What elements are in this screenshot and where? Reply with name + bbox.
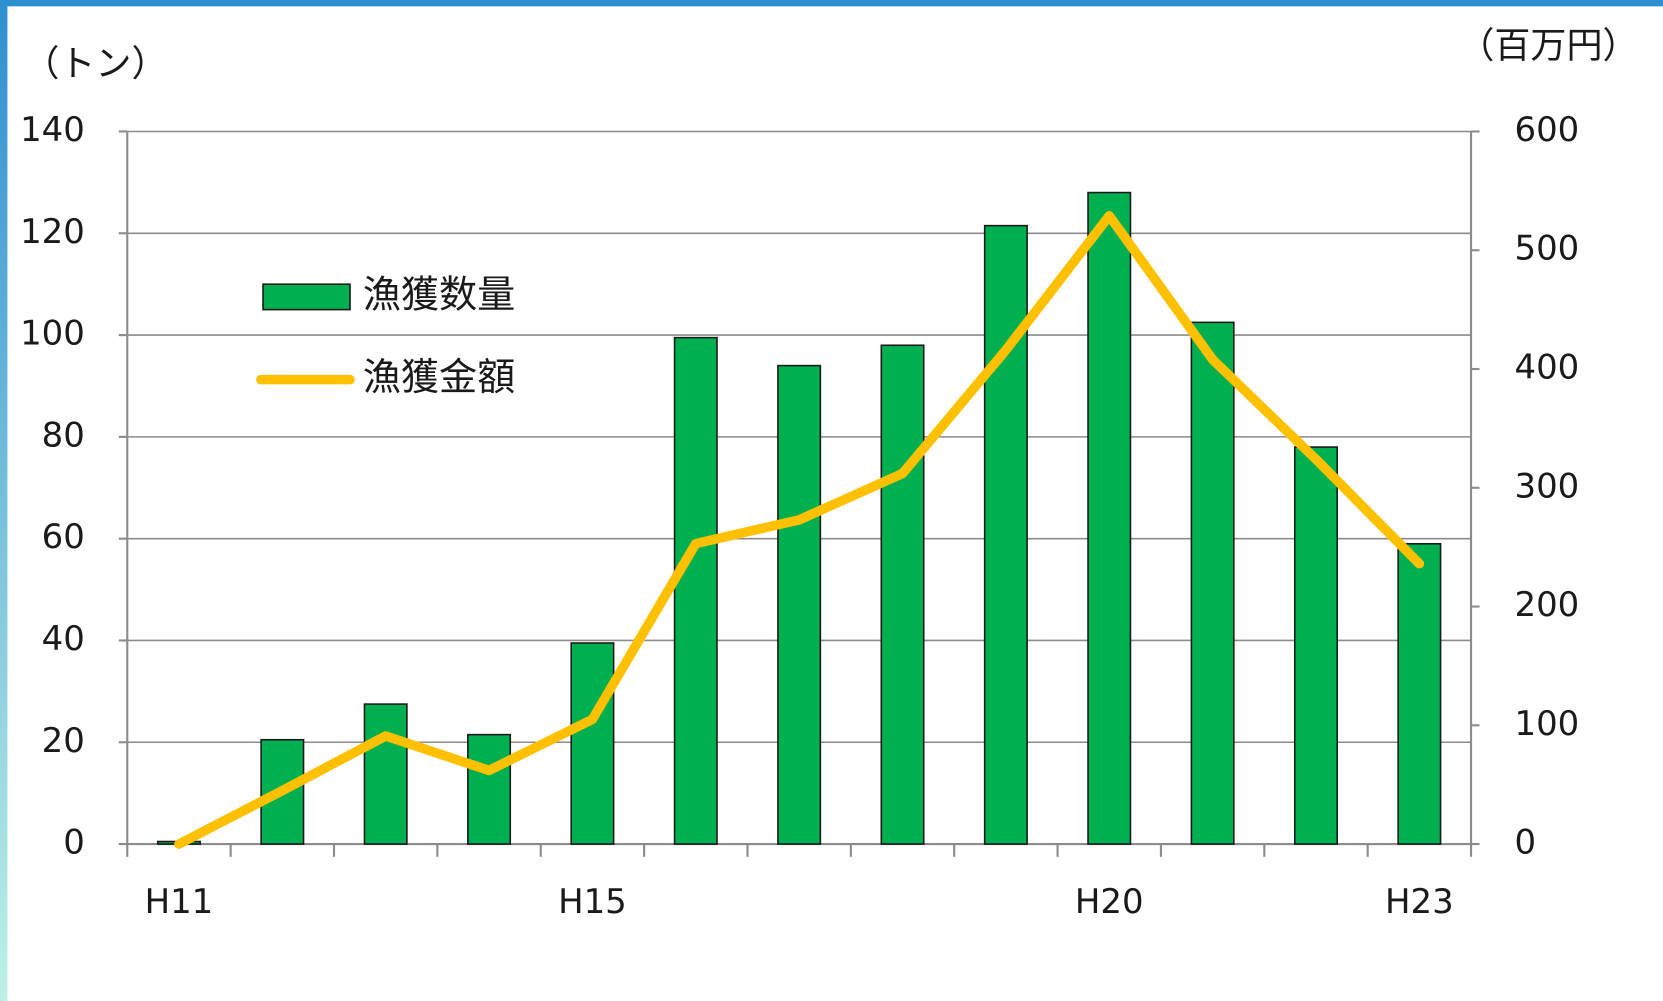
frame-left <box>0 0 8 1001</box>
y2-tick-label: 100 <box>1515 705 1580 744</box>
y-tick-label: 140 <box>20 111 85 150</box>
bar <box>1087 191 1132 845</box>
x-tick-label: H23 <box>1385 883 1454 922</box>
y2-tick-label: 400 <box>1515 349 1580 388</box>
bar <box>673 336 718 845</box>
y2-axis-title: （百万円） <box>1458 25 1638 67</box>
y-tick-label: 80 <box>42 416 85 455</box>
legend-label: 漁獲金額 <box>363 356 516 400</box>
y2-tick-label: 300 <box>1515 467 1580 506</box>
x-tick-label: H11 <box>145 883 214 922</box>
bar <box>570 642 615 845</box>
frame-top <box>0 0 1663 7</box>
y2-tick-label: 500 <box>1515 230 1580 269</box>
line <box>174 211 1425 849</box>
legend-label: 漁獲数量 <box>363 273 516 317</box>
y-tick-label: 20 <box>42 722 85 761</box>
bar <box>777 364 822 845</box>
bar <box>1293 446 1338 845</box>
bar <box>363 703 408 845</box>
bar <box>1190 321 1235 845</box>
y2-tick-label: 200 <box>1515 586 1580 625</box>
bar <box>983 224 1028 845</box>
bar <box>467 733 512 845</box>
y-tick-label: 0 <box>63 824 85 863</box>
x-tick-label: H20 <box>1075 883 1144 922</box>
y2-tick-label: 0 <box>1515 824 1537 863</box>
y2-tick-label: 600 <box>1515 111 1580 150</box>
y-axis-title: （トン） <box>23 43 167 85</box>
bar <box>1397 542 1442 845</box>
y-tick-label: 40 <box>42 620 85 659</box>
legend-swatch <box>262 283 351 311</box>
x-tick-label: H15 <box>558 883 627 922</box>
bar <box>880 344 925 845</box>
y-tick-label: 100 <box>20 315 85 354</box>
y-tick-label: 60 <box>42 518 85 557</box>
y-tick-label: 120 <box>20 213 85 252</box>
